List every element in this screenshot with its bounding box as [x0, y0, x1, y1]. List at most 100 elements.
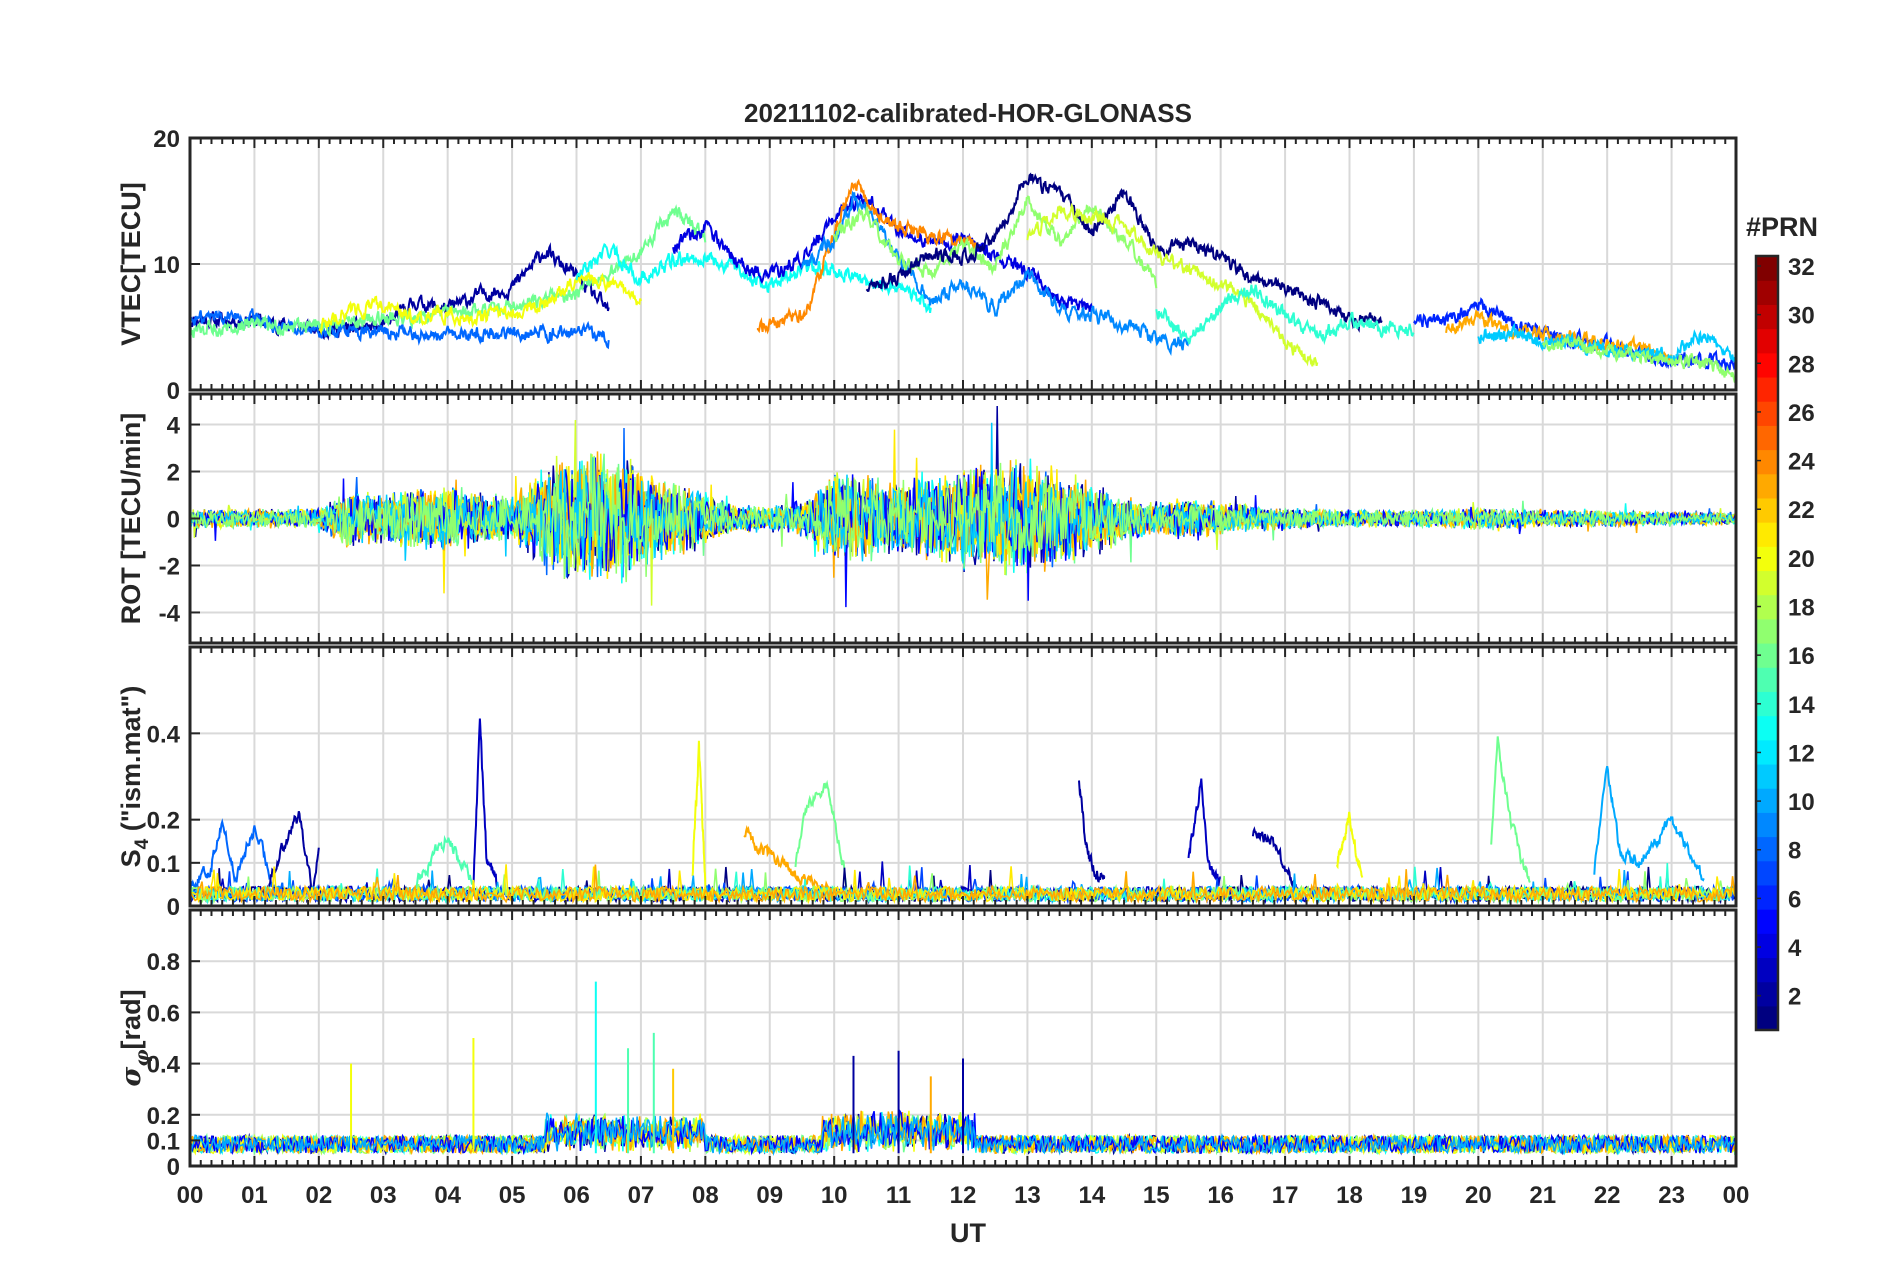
s4-panel: 0 0.1 0.2 0.4S4 ("ism.mat") — [116, 645, 1738, 921]
series-line — [672, 192, 1093, 312]
colorbar-swatch — [1756, 981, 1778, 1007]
series-line — [1187, 778, 1222, 886]
x-tick-label: 10 — [821, 1182, 848, 1209]
colorbar-swatch — [1756, 546, 1778, 572]
y-axis-label: ROT [TECU/min] — [116, 413, 146, 624]
x-tick-label: 11 — [886, 1182, 911, 1209]
colorbar-swatch — [1756, 522, 1778, 547]
colorbar-tick-label: 22 — [1788, 497, 1815, 524]
x-tick-label: 02 — [305, 1182, 332, 1209]
series-line — [190, 308, 610, 350]
series-line — [472, 718, 501, 895]
colorbar-swatch — [1756, 594, 1778, 620]
colorbar-swatch — [1756, 788, 1778, 813]
colorbar-swatch — [1756, 570, 1778, 596]
colorbar-swatch — [1756, 812, 1778, 838]
sigma-phi-panel: 00.10.2 0.4 0.6 0.8 σφ[rad] — [116, 908, 1738, 1181]
y-tick-label: 0 — [167, 894, 180, 921]
x-tick-label: 19 — [1401, 1182, 1428, 1209]
colorbar-swatch — [1756, 715, 1778, 741]
y-tick-label: 2 — [167, 460, 180, 487]
colorbar-tick-label: 24 — [1788, 449, 1815, 476]
x-tick-label: 16 — [1207, 1182, 1234, 1209]
colorbar-swatch — [1756, 1005, 1778, 1031]
y-tick-label: -2 — [159, 553, 180, 580]
series-line — [318, 271, 642, 336]
y-axis-label: σφ[rad] — [116, 989, 153, 1086]
x-tick-label: 04 — [434, 1182, 461, 1209]
colorbar-swatch — [1756, 860, 1778, 886]
x-tick-label: 13 — [1014, 1182, 1041, 1209]
y-tick-label: -4 — [159, 600, 181, 627]
x-tick-label: 06 — [563, 1182, 590, 1209]
colorbar-swatch — [1756, 643, 1778, 668]
colorbar-tick-label: 28 — [1788, 351, 1815, 378]
colorbar-swatch — [1756, 304, 1778, 330]
series-line — [414, 834, 475, 890]
x-axis-label: UT — [950, 1218, 986, 1248]
colorbar-swatch — [1756, 280, 1778, 305]
x-tick-label: 00 — [177, 1182, 204, 1209]
series-line — [756, 178, 977, 335]
colorbar-swatch — [1756, 376, 1778, 402]
x-tick-label: 21 — [1529, 1182, 1556, 1209]
x-tick-label: 22 — [1594, 1182, 1621, 1209]
series-line — [794, 779, 848, 893]
colorbar-tick-label: 16 — [1788, 643, 1815, 670]
x-axis-ticks: 00 01 02 03 04 05 06 07 08 09 10 11 12 13 14 15 16 17 18 19… — [177, 1182, 1750, 1209]
series-line — [865, 172, 1383, 333]
series-line — [1541, 334, 1736, 384]
colorbar-tick-label: 4 — [1788, 935, 1802, 962]
x-tick-label: 00 — [1723, 1182, 1750, 1209]
colorbar-tick-label: 10 — [1788, 789, 1815, 816]
x-tick-label: 14 — [1078, 1182, 1105, 1209]
series-line — [801, 190, 1190, 357]
minor-ticks — [199, 910, 1727, 1166]
series-line — [1593, 765, 1705, 882]
series-line — [1251, 826, 1299, 897]
minor-ticks — [199, 647, 1727, 906]
rot-trace — [190, 453, 1736, 583]
vtec-panel: 0 10 20 VTEC[TECU] — [116, 126, 1738, 405]
y-tick-label: 0.2 — [147, 808, 180, 835]
colorbar-tick-label: 30 — [1788, 303, 1815, 330]
y-tick-label: 0.8 — [147, 949, 180, 976]
grid-lines — [190, 137, 1736, 390]
colorbar-tick-label: 26 — [1788, 400, 1815, 427]
colorbar-swatch — [1756, 328, 1778, 354]
series-line — [1078, 780, 1106, 883]
series-line — [266, 811, 320, 894]
y-tick-label: 0 — [167, 378, 180, 405]
colorbar-swatch — [1756, 256, 1778, 281]
x-tick-label: 09 — [756, 1182, 783, 1209]
x-tick-label: 01 — [241, 1182, 268, 1209]
x-tick-label: 17 — [1272, 1182, 1299, 1209]
y-tick-label: 0.2 — [147, 1103, 180, 1130]
y-axis-label: S4 ("ism.mat") — [116, 686, 153, 868]
y-tick-label: 0 — [167, 1154, 180, 1181]
x-tick-label: 20 — [1465, 1182, 1492, 1209]
colorbar-swatch — [1756, 691, 1778, 717]
colorbar-frame — [1754, 254, 1780, 1032]
y-tick-label: 0.1 — [147, 851, 180, 878]
colorbar-swatch — [1756, 618, 1778, 644]
series-line — [1490, 736, 1531, 883]
plot-area — [190, 981, 1736, 1157]
x-tick-label: 07 — [628, 1182, 655, 1209]
colorbar-swatch — [1756, 884, 1778, 910]
x-tick-label: 08 — [692, 1182, 719, 1209]
chart-title: 20211102-calibrated-HOR-GLONASS — [744, 98, 1192, 128]
series-line — [1026, 202, 1319, 367]
y-axis-label: VTEC[TECU] — [116, 182, 146, 346]
colorbar-swatch — [1756, 449, 1778, 475]
y-tick-label: 0.6 — [147, 1000, 180, 1027]
series-line — [1155, 284, 1415, 346]
colorbar-swatch — [1756, 667, 1778, 692]
x-tick-label: 03 — [370, 1182, 397, 1209]
colorbar-tick-label: 20 — [1788, 546, 1815, 573]
series-line — [1445, 309, 1673, 365]
y-tick-label: 0 — [167, 507, 180, 534]
plot-area — [190, 405, 1736, 608]
colorbar-tick-label: 32 — [1788, 254, 1815, 281]
